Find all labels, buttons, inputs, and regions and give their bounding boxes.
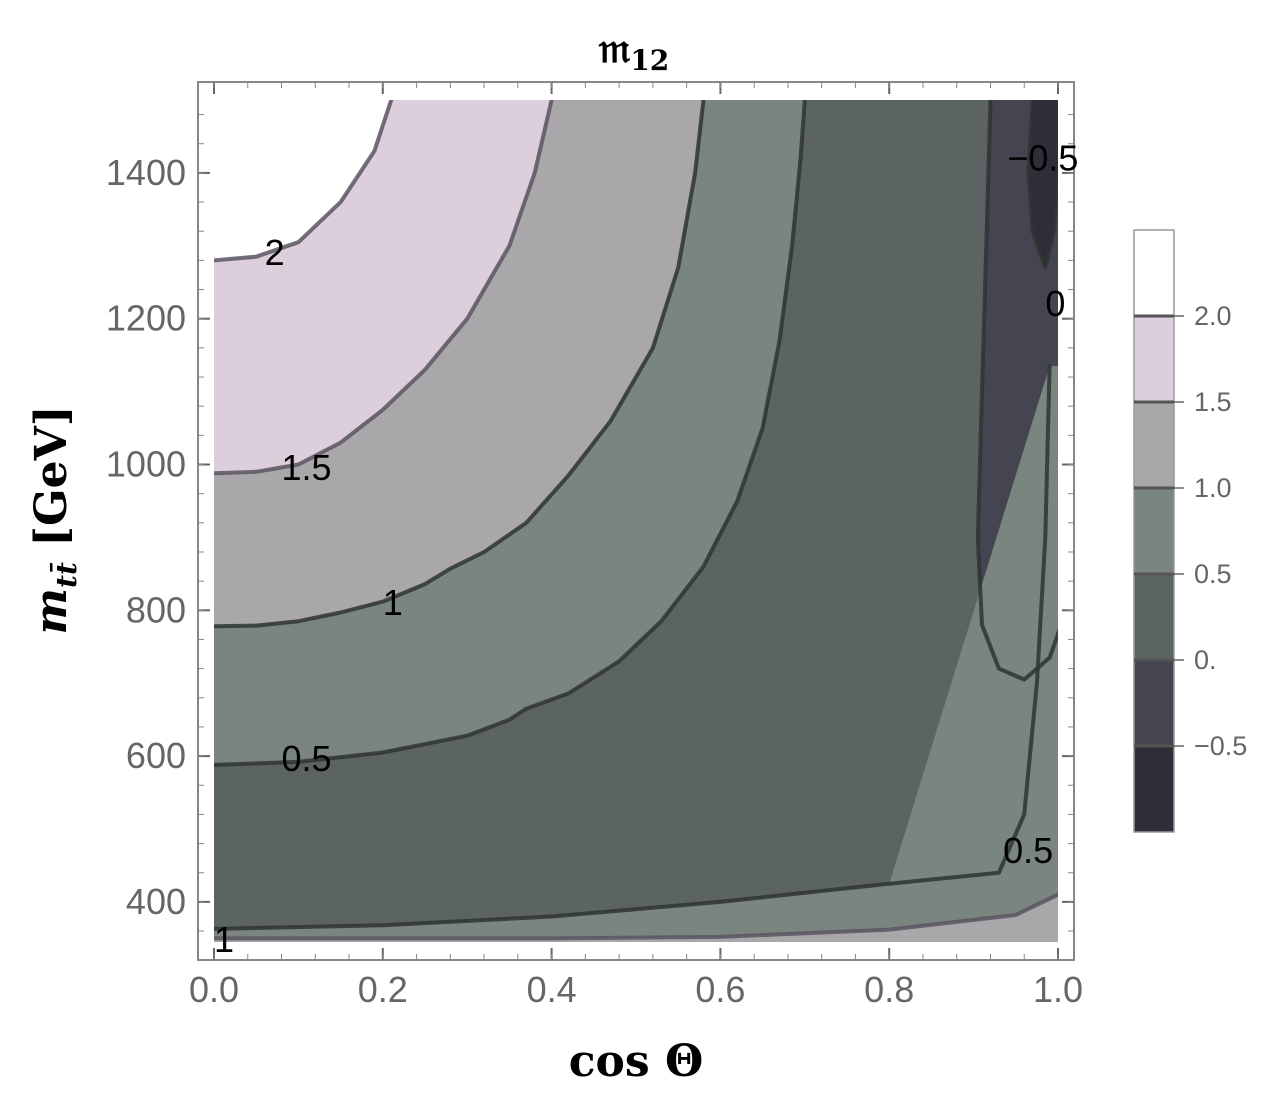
contour-labels: 2 1.5 1 0.5 −0.5 0 0.5 1 <box>214 137 1078 959</box>
colorbar-tick-label: 1.5 <box>1194 387 1232 417</box>
colorbar: 2.0 1.5 1.0 0.5 0. −0.5 <box>1133 229 1247 833</box>
contour-label: 1 <box>383 582 403 623</box>
colorbar-band <box>1134 402 1174 488</box>
contour-line-level-0-5-main <box>214 100 807 767</box>
colorbar-tick-label: −0.5 <box>1194 731 1247 761</box>
y-axis-label-text: mtt̄ [GeV] <box>26 405 83 634</box>
y-tick-label: 600 <box>126 735 186 776</box>
axis-ticks: 0.0 0.2 0.4 0.6 0.8 1.0 400 600 800 1000 1200 1400 <box>106 82 1083 1010</box>
x-tick-label: 0.4 <box>527 969 577 1010</box>
title-subscript: 12 <box>630 44 669 77</box>
contour-regions <box>214 56 1118 942</box>
x-tick-label: 0.2 <box>358 969 408 1010</box>
colorbar-band <box>1134 746 1174 832</box>
chart-title: 𝔪12 <box>598 23 670 77</box>
colorbar-tick-label: 0. <box>1194 645 1217 675</box>
contour-label: 1.5 <box>282 447 332 488</box>
region-bottom-band <box>214 366 1058 939</box>
region-0p5-1p0 <box>214 100 1050 929</box>
x-tick-label: 0.6 <box>695 969 745 1010</box>
y-tick-label: 1400 <box>106 152 186 193</box>
contour-label: 2 <box>265 232 285 273</box>
contour-label: 0.5 <box>282 738 332 779</box>
region-below-0 <box>1028 100 1058 268</box>
x-tick-label: 0.8 <box>864 969 914 1010</box>
contour-line-level-0 <box>975 100 1058 682</box>
contour-label: −0.5 <box>1007 137 1078 178</box>
contour-line-level-1-bottom <box>214 892 1058 941</box>
colorbar-tick-label: 0.5 <box>1194 559 1232 589</box>
contour-label: 1 <box>214 919 234 960</box>
x-axis-label: cos Θ <box>569 1036 704 1087</box>
y-tick-label: 400 <box>126 881 186 922</box>
x-tick-label: 0.0 <box>189 969 239 1010</box>
y-axis-label: mtt̄ [GeV] <box>26 405 83 634</box>
contour-line-level-1-5 <box>214 100 554 476</box>
region-white-top <box>214 100 392 261</box>
colorbar-tick-label: 2.0 <box>1194 301 1232 331</box>
contour-line-level-1 <box>214 100 706 629</box>
colorbar-frame <box>1133 229 1175 833</box>
y-tick-label: 800 <box>126 589 186 630</box>
colorbar-band <box>1134 488 1174 574</box>
contour-lines <box>214 100 1058 941</box>
colorbar-band <box>1134 230 1174 316</box>
title-main: 𝔪 <box>598 23 631 72</box>
contour-label: 0.5 <box>1003 830 1053 871</box>
colorbar-band <box>1134 660 1174 746</box>
colorbar-band <box>1134 316 1174 402</box>
plot-area <box>214 56 1118 942</box>
region-bottom-strip <box>214 894 1058 942</box>
x-tick-label: 1.0 <box>1033 969 1083 1010</box>
region-white-right <box>1058 56 1118 369</box>
colorbar-tick-label: 1.0 <box>1194 473 1232 503</box>
contour-line-level-0-5-right <box>214 364 1052 931</box>
contour-line-level-2 <box>214 100 394 263</box>
y-tick-label: 1000 <box>106 444 186 485</box>
contour-line-level--0-5 <box>1026 100 1058 270</box>
colorbar-band <box>1134 574 1174 660</box>
contour-label: 0 <box>1045 283 1065 324</box>
y-tick-label: 1200 <box>106 298 186 339</box>
plot-frame <box>197 81 1075 961</box>
